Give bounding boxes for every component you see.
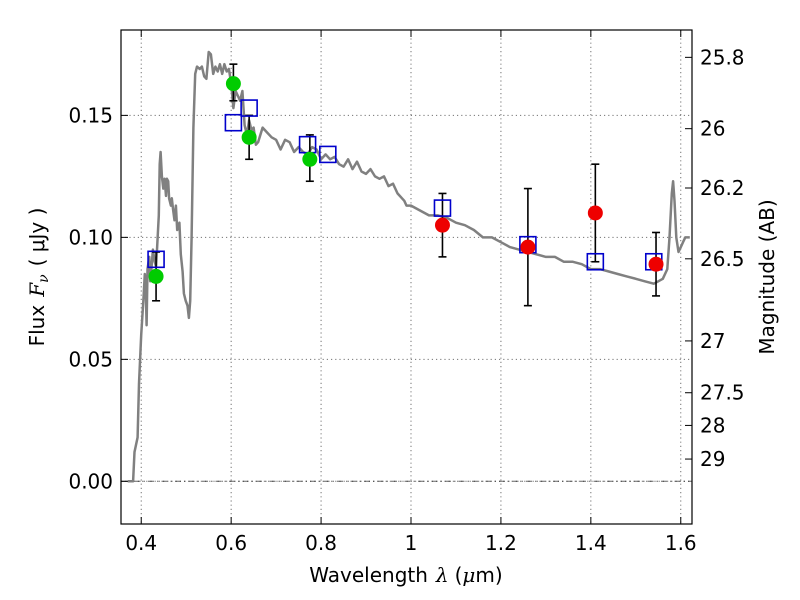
model-spectrum-line [127,50,690,483]
x-axis-label: Wavelength λ (μm) [309,563,502,587]
magnitude-tick-label: 27.5 [700,381,745,405]
plot-area [127,50,690,483]
model-flux-square [319,145,337,164]
ticks [121,30,692,524]
magnitude-tick-label: 26 [700,117,725,141]
model-flux-square [147,250,165,269]
model-flux-square [240,99,258,117]
magnitude-tick-label: 26.5 [700,247,745,271]
x-tick-label: 1.6 [665,531,697,555]
magnitude-tick-label: 25.8 [700,45,745,69]
magnitude-tick-label: 28 [700,413,725,437]
model-flux-square [586,252,605,271]
magnitude-tick-label: 27 [700,329,725,353]
y2-axis-label: Magnitude (AB) [755,199,779,354]
y-tick-labels: 0.00 0.05 0.10 0.15 [68,103,113,493]
magnitude-tick-labels: 25.8 26 26.2 26.5 27 27.5 28 29 [700,45,745,471]
observed-flux-circle [520,239,536,255]
observed-flux-circle [225,76,241,92]
model-flux-square [224,113,243,132]
y-tick-label: 0.00 [68,469,113,493]
x-tick-label: 1.4 [575,531,607,555]
x-tick-label: 1.2 [485,531,517,555]
model-flux-square [433,199,452,217]
x-tick-labels: 0.4 0.6 0.8 1 1.2 1.4 1.6 [125,531,696,555]
observed-flux-circle [587,205,603,221]
observed-flux-circle [648,256,664,272]
y-tick-label: 0.05 [68,347,113,371]
observed-flux-circle [434,217,450,233]
x-tick-label: 0.8 [305,531,337,555]
y-tick-label: 0.10 [68,225,113,249]
y-tick-label: 0.15 [68,103,113,127]
magnitude-tick-label: 26.2 [700,176,745,200]
grid [121,30,692,524]
x-tick-label: 1 [405,531,418,555]
observed-flux-circle [148,268,164,284]
magnitude-tick-label: 29 [700,447,725,471]
y-axis-label: FluxFν( μJy ) [25,208,52,347]
plot-frame [120,29,693,525]
observed-flux-circle [241,129,257,145]
observed-flux-circle [302,151,318,167]
x-tick-label: 0.6 [215,531,247,555]
x-tick-label: 0.4 [125,531,157,555]
